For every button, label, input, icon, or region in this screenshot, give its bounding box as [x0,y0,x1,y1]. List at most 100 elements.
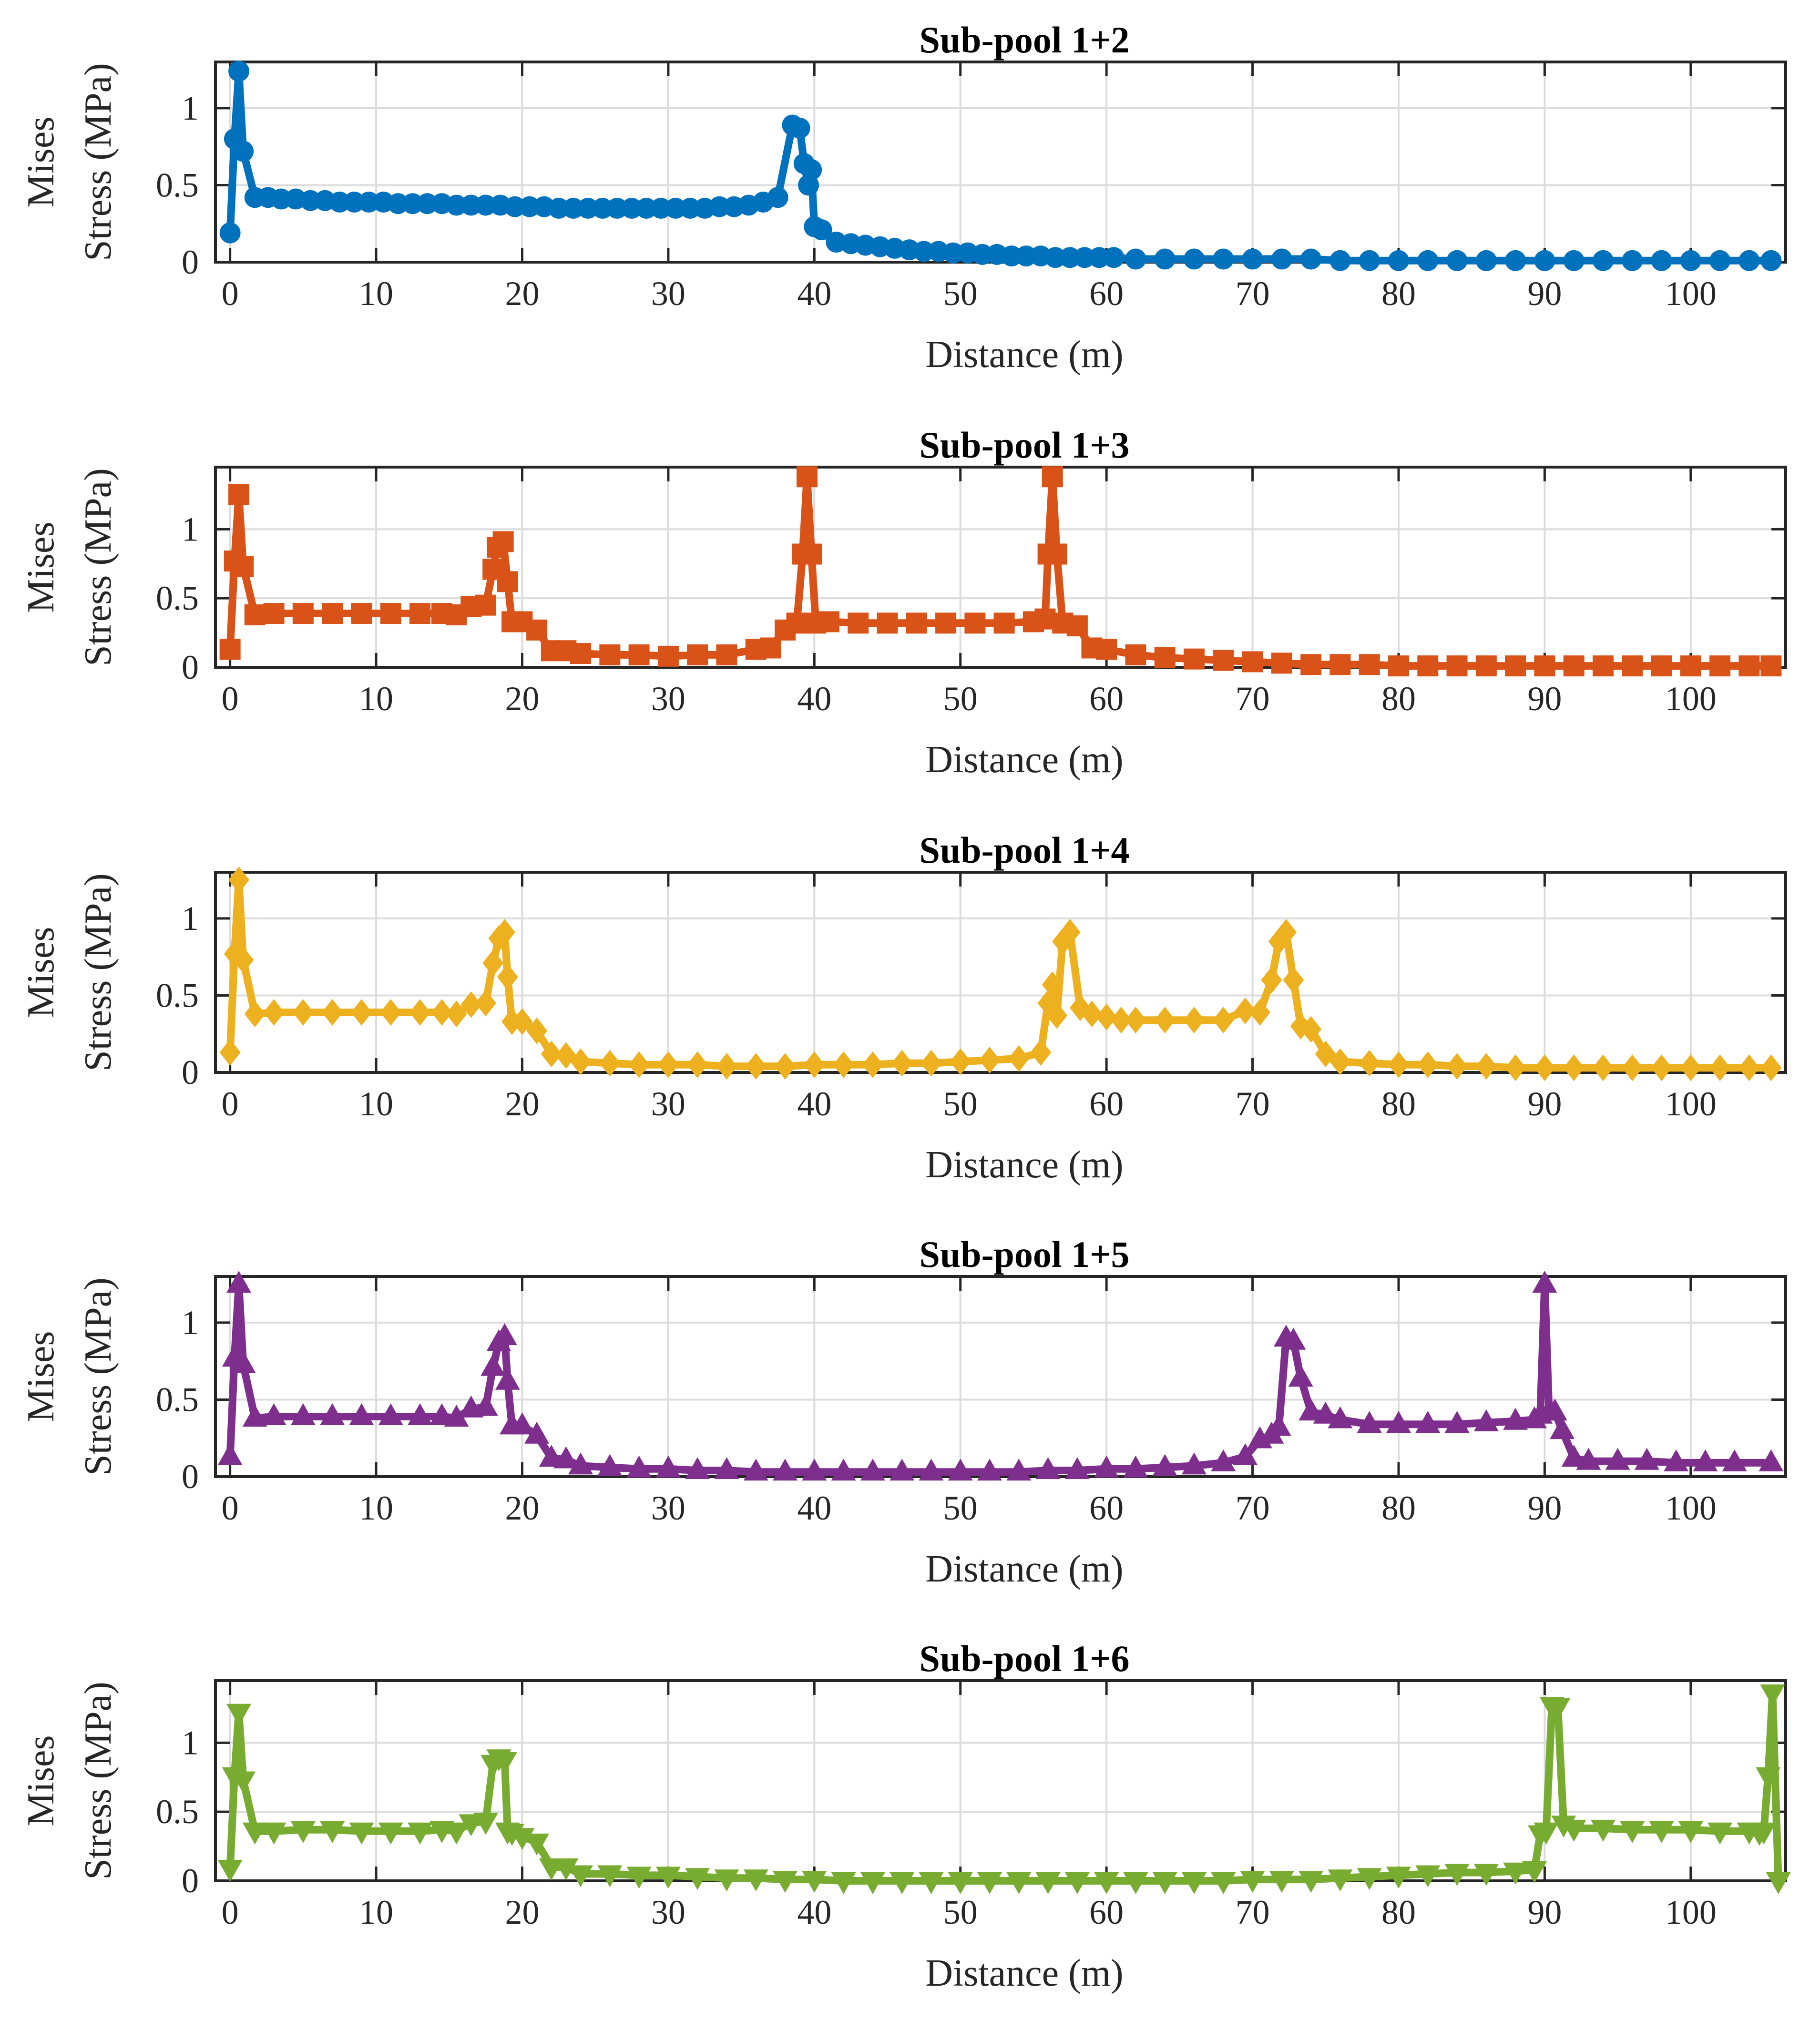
data-point [1503,1408,1528,1430]
y-axis-label-line-1: Mises [20,521,62,612]
data-point [1622,1054,1643,1081]
data-point [261,1822,286,1845]
data-point [1738,655,1760,677]
y-tick-label: 0.5 [156,1793,199,1831]
data-point [811,219,832,241]
data-point [1035,1457,1061,1479]
data-point [242,1405,267,1427]
data-point [1154,1007,1176,1034]
data-point [388,193,409,214]
data-point [1110,1007,1132,1034]
x-tick-label: 30 [651,1893,685,1931]
data-point [511,1008,533,1035]
data-point [349,1403,374,1425]
x-tick-label: 10 [359,275,393,313]
y-axis-label-line-1: Mises [20,1331,62,1422]
data-point [1622,655,1643,677]
data-point [446,194,467,216]
data-point [1651,1054,1672,1081]
data-point [1680,250,1701,271]
y-tick-label: 1 [182,89,199,127]
x-tick-label: 0 [222,1489,239,1527]
x-axis-label: Distance (m) [925,739,1123,781]
data-point [1094,1455,1119,1478]
data-point [380,603,401,624]
x-tick-label: 60 [1089,275,1124,313]
x-tick-label: 30 [651,1489,685,1527]
data-point [351,603,372,624]
x-tick-label: 90 [1527,1489,1562,1527]
data-point [1152,1872,1177,1894]
data-point [1550,1417,1575,1439]
x-tick-label: 40 [797,275,831,313]
x-tick-label: 100 [1665,275,1717,313]
data-point [1184,648,1205,670]
data-point [292,999,314,1026]
data-point [570,1048,592,1075]
y-axis-label-line-1: Mises [20,927,62,1018]
data-point [789,117,810,139]
data-point [1693,1449,1718,1471]
data-point [1123,1455,1148,1478]
data-point [1299,1871,1324,1893]
data-point [685,1457,710,1479]
data-point [1505,250,1526,271]
data-point [244,604,266,625]
chart-panel-4: 0 10 20 30 40 50 60 70 80 90 100 0 0.5 1 Sub-pool 1+5 D… [20,1234,1787,1590]
data-point [1475,655,1497,677]
x-tick-label: 90 [1527,680,1562,718]
y-tick-label: 1 [182,1304,199,1342]
y-tick-label: 0 [182,1862,199,1900]
data-point [510,1828,535,1850]
data-point [1708,1822,1733,1845]
x-tick-label: 90 [1527,1085,1562,1123]
data-point [568,1865,593,1887]
data-point [1446,655,1468,677]
data-point [1328,1869,1353,1892]
x-tick-label: 80 [1381,275,1416,313]
data-point [1288,1365,1313,1387]
data-point [1473,1864,1499,1886]
series-line [226,473,1771,670]
data-point [1066,615,1088,637]
data-point [1064,1872,1090,1894]
data-point [1059,919,1081,946]
data-point [679,197,701,219]
data-point [1561,1819,1586,1842]
data-point [802,1459,827,1481]
x-tick-label: 20 [505,1489,539,1527]
data-point [626,1867,652,1889]
data-point [1359,1050,1380,1077]
data-point [231,1351,256,1373]
data-point [504,196,526,217]
y-tick-label: 0 [182,648,199,686]
data-point [685,1868,710,1890]
data-point [292,603,314,624]
data-point [233,556,254,577]
data-point [1096,639,1117,660]
data-point [217,1859,243,1882]
data-point [548,197,570,219]
data-point [380,999,401,1026]
chart-title: Sub-pool 1+5 [919,1234,1129,1275]
data-point [848,612,869,634]
data-point [1242,651,1263,673]
data-point [1415,1865,1441,1887]
data-point [431,999,452,1026]
data-point [977,1872,1002,1894]
data-point [714,1869,739,1892]
data-point [1035,1872,1061,1894]
data-point [475,594,496,616]
data-point [1563,1054,1585,1081]
data-point [1103,247,1125,268]
x-axis-label: Distance (m) [925,1548,1123,1590]
data-point [553,1446,579,1469]
y-axis-label-line-2: Stress (MPa) [77,1277,119,1476]
data-point [492,531,514,552]
data-point [1388,655,1409,677]
y-tick-label: 0 [182,1458,199,1496]
data-point [217,1443,243,1465]
series-line [226,876,1771,1072]
data-point [1034,608,1056,630]
y-tick-label: 0 [182,1053,199,1092]
